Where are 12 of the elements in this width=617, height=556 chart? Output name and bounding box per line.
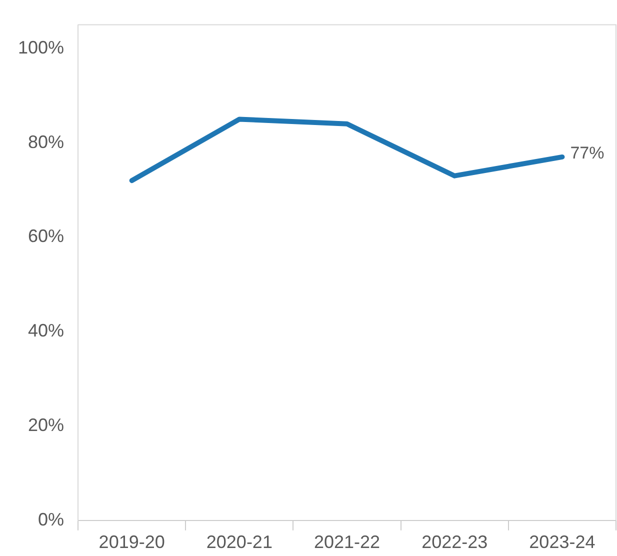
x-tick-label: 2023-24 — [529, 532, 596, 552]
y-tick-label: 80% — [28, 132, 64, 152]
y-tick-label: 40% — [28, 320, 64, 341]
x-tick-label: 2021-22 — [314, 532, 380, 552]
y-tick-label: 20% — [28, 414, 64, 435]
x-tick-label: 2020-21 — [206, 532, 272, 552]
x-tick-label: 2019-20 — [98, 532, 165, 552]
data-label: 77% — [570, 144, 604, 163]
y-tick-label: 0% — [38, 509, 64, 530]
y-tick-label: 60% — [28, 226, 64, 246]
y-tick-label: 100% — [18, 37, 64, 58]
x-tick-label: 2022-23 — [422, 532, 488, 552]
